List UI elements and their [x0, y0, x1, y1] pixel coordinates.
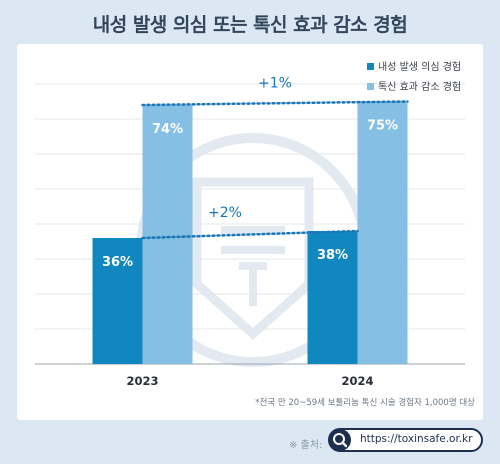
bar [92, 238, 143, 364]
data-labels: 36% 74% 38% 75% [102, 119, 398, 271]
legend-label: 톡신 효과 감소 경험 [378, 80, 461, 93]
annotations: +1% +2% [141, 76, 409, 240]
bars [92, 101, 408, 364]
change-annotation: +2% [208, 205, 242, 221]
bar [307, 231, 358, 364]
chart-title: 내성 발생 의심 또는 톡신 효과 감소 경험 [92, 14, 408, 36]
data-label: 75% [367, 119, 398, 134]
source-url-pill[interactable]: https://toxinsafe.or.kr [328, 428, 483, 452]
x-axis-ticks: 2023 2024 [126, 374, 373, 388]
legend-swatch [367, 83, 374, 90]
x-tick-label: 2024 [341, 374, 373, 388]
trend-line [141, 229, 359, 240]
trend-line [141, 100, 409, 107]
search-icon [329, 429, 351, 451]
data-label: 38% [317, 248, 348, 263]
x-tick-label: 2023 [126, 374, 158, 388]
data-label: 36% [102, 255, 133, 270]
source-label: ※ 출처: [289, 440, 323, 451]
change-annotation: +1% [258, 76, 292, 92]
bar [142, 105, 193, 364]
bar [357, 101, 408, 364]
footnote: *전국 만 20~59세 보툴리눔 톡신 시술 경험자 1,000명 대상 [255, 397, 475, 408]
legend-label: 내성 발생 의심 경험 [378, 60, 461, 73]
legend-swatch [367, 63, 374, 70]
data-label: 74% [152, 122, 183, 137]
source-url[interactable]: https://toxinsafe.or.kr [360, 433, 473, 445]
